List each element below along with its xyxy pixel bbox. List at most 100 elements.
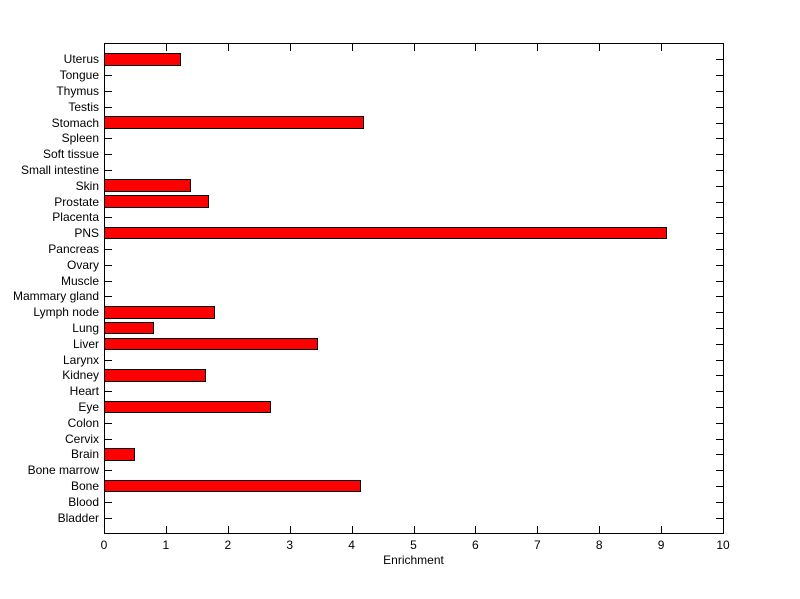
y-tick-left-larynx xyxy=(105,359,112,361)
x-tick-bottom-3 xyxy=(289,526,291,533)
y-tick-label-pns: PNS xyxy=(74,226,99,241)
y-tick-label-soft-tissue: Soft tissue xyxy=(42,147,99,162)
y-tick-label-muscle: Muscle xyxy=(60,273,99,288)
y-tick-right-skin xyxy=(716,185,723,187)
x-tick-bottom-7 xyxy=(537,526,539,533)
y-tick-right-testis xyxy=(716,106,723,108)
y-tick-right-pancreas xyxy=(716,248,723,250)
y-tick-label-lung: Lung xyxy=(72,321,99,336)
y-tick-right-uterus xyxy=(716,59,723,61)
x-tick-top-10 xyxy=(723,44,724,51)
x-tick-label-9: 9 xyxy=(657,538,665,552)
x-tick-top-3 xyxy=(289,44,291,51)
y-tick-left-soft-tissue xyxy=(105,154,112,156)
y-tick-right-brain xyxy=(716,454,723,456)
bar-stomach xyxy=(104,116,364,129)
y-tick-label-skin: Skin xyxy=(75,178,99,193)
y-tick-label-larynx: Larynx xyxy=(62,352,99,367)
y-tick-label-pancreas: Pancreas xyxy=(48,241,99,256)
y-tick-right-thymus xyxy=(716,90,723,92)
y-tick-label-lymph-node: Lymph node xyxy=(33,305,99,320)
x-tick-bottom-2 xyxy=(227,526,229,533)
y-tick-left-pancreas xyxy=(105,248,112,250)
y-tick-right-soft-tissue xyxy=(716,154,723,156)
y-tick-label-thymus: Thymus xyxy=(56,83,99,98)
y-tick-label-brain: Brain xyxy=(70,447,99,462)
y-tick-label-bone-marrow: Bone marrow xyxy=(27,463,99,478)
x-tick-label-4: 4 xyxy=(348,538,355,552)
x-tick-bottom-9 xyxy=(661,526,663,533)
y-tick-label-testis: Testis xyxy=(68,99,99,114)
x-tick-bottom-1 xyxy=(165,526,167,533)
y-tick-right-bone xyxy=(716,486,723,488)
y-tick-right-placenta xyxy=(716,217,723,219)
y-tick-label-cervix: Cervix xyxy=(64,431,99,446)
y-tick-label-bone: Bone xyxy=(70,479,99,494)
y-tick-right-prostate xyxy=(716,201,723,203)
x-tick-bottom-10 xyxy=(723,526,724,533)
y-tick-label-blood: Blood xyxy=(68,494,99,509)
y-tick-right-larynx xyxy=(716,359,723,361)
y-tick-right-spleen xyxy=(716,138,723,140)
y-tick-left-placenta xyxy=(105,217,112,219)
y-tick-right-ovary xyxy=(716,264,723,266)
x-tick-bottom-0 xyxy=(104,526,105,533)
y-tick-label-bladder: Bladder xyxy=(57,510,99,525)
y-tick-right-bone-marrow xyxy=(716,470,723,472)
y-tick-right-blood xyxy=(716,501,723,503)
y-tick-left-thymus xyxy=(105,90,112,92)
x-tick-label-10: 10 xyxy=(716,538,730,552)
y-tick-label-heart: Heart xyxy=(69,384,99,399)
bar-skin xyxy=(104,179,191,193)
x-tick-label-2: 2 xyxy=(224,538,232,552)
y-tick-left-small-intestine xyxy=(105,169,112,171)
y-tick-left-mammary-gland xyxy=(105,296,112,298)
bar-lymph-node xyxy=(104,305,216,319)
y-tick-right-colon xyxy=(716,422,723,424)
y-tick-right-lymph-node xyxy=(716,312,723,314)
x-tick-top-2 xyxy=(227,44,229,51)
bar-uterus xyxy=(104,52,182,66)
y-tick-right-muscle xyxy=(716,280,723,282)
y-tick-label-small-intestine: Small intestine xyxy=(20,162,99,177)
y-tick-label-spleen: Spleen xyxy=(61,131,99,146)
y-tick-right-kidney xyxy=(716,375,723,377)
y-tick-left-heart xyxy=(105,391,112,393)
x-tick-bottom-6 xyxy=(475,526,477,533)
y-tick-right-bladder xyxy=(716,517,723,519)
x-tick-label-8: 8 xyxy=(595,538,603,552)
x-tick-label-5: 5 xyxy=(410,538,417,552)
y-tick-label-prostate: Prostate xyxy=(54,194,99,209)
bar-prostate xyxy=(104,195,210,208)
x-tick-top-5 xyxy=(413,44,415,51)
y-tick-label-kidney: Kidney xyxy=(62,368,99,383)
y-tick-label-uterus: Uterus xyxy=(63,52,99,67)
x-tick-top-9 xyxy=(661,44,663,51)
x-tick-label-6: 6 xyxy=(472,538,479,552)
y-tick-left-bladder xyxy=(105,517,112,519)
bar-bone xyxy=(104,479,361,493)
bar-eye xyxy=(104,400,272,414)
y-tick-label-ovary: Ovary xyxy=(66,257,99,272)
bar-pns xyxy=(104,226,668,240)
y-tick-right-liver xyxy=(716,343,723,345)
y-tick-label-eye: Eye xyxy=(78,400,99,415)
bar-brain xyxy=(104,448,135,461)
y-tick-left-colon xyxy=(105,422,112,424)
y-tick-right-eye xyxy=(716,407,723,409)
y-tick-left-cervix xyxy=(105,438,112,440)
y-tick-right-mammary-gland xyxy=(716,296,723,298)
x-tick-bottom-4 xyxy=(351,526,353,533)
x-tick-label-1: 1 xyxy=(162,538,170,552)
x-tick-top-6 xyxy=(475,44,477,51)
y-tick-left-tongue xyxy=(105,75,112,77)
x-tick-bottom-8 xyxy=(599,526,601,533)
y-tick-right-cervix xyxy=(716,438,723,440)
bar-liver xyxy=(104,337,318,351)
y-tick-left-blood xyxy=(105,501,112,503)
x-tick-label-3: 3 xyxy=(286,538,294,552)
x-tick-top-8 xyxy=(599,44,601,51)
x-tick-label-0: 0 xyxy=(100,538,108,552)
bar-lung xyxy=(104,321,154,335)
